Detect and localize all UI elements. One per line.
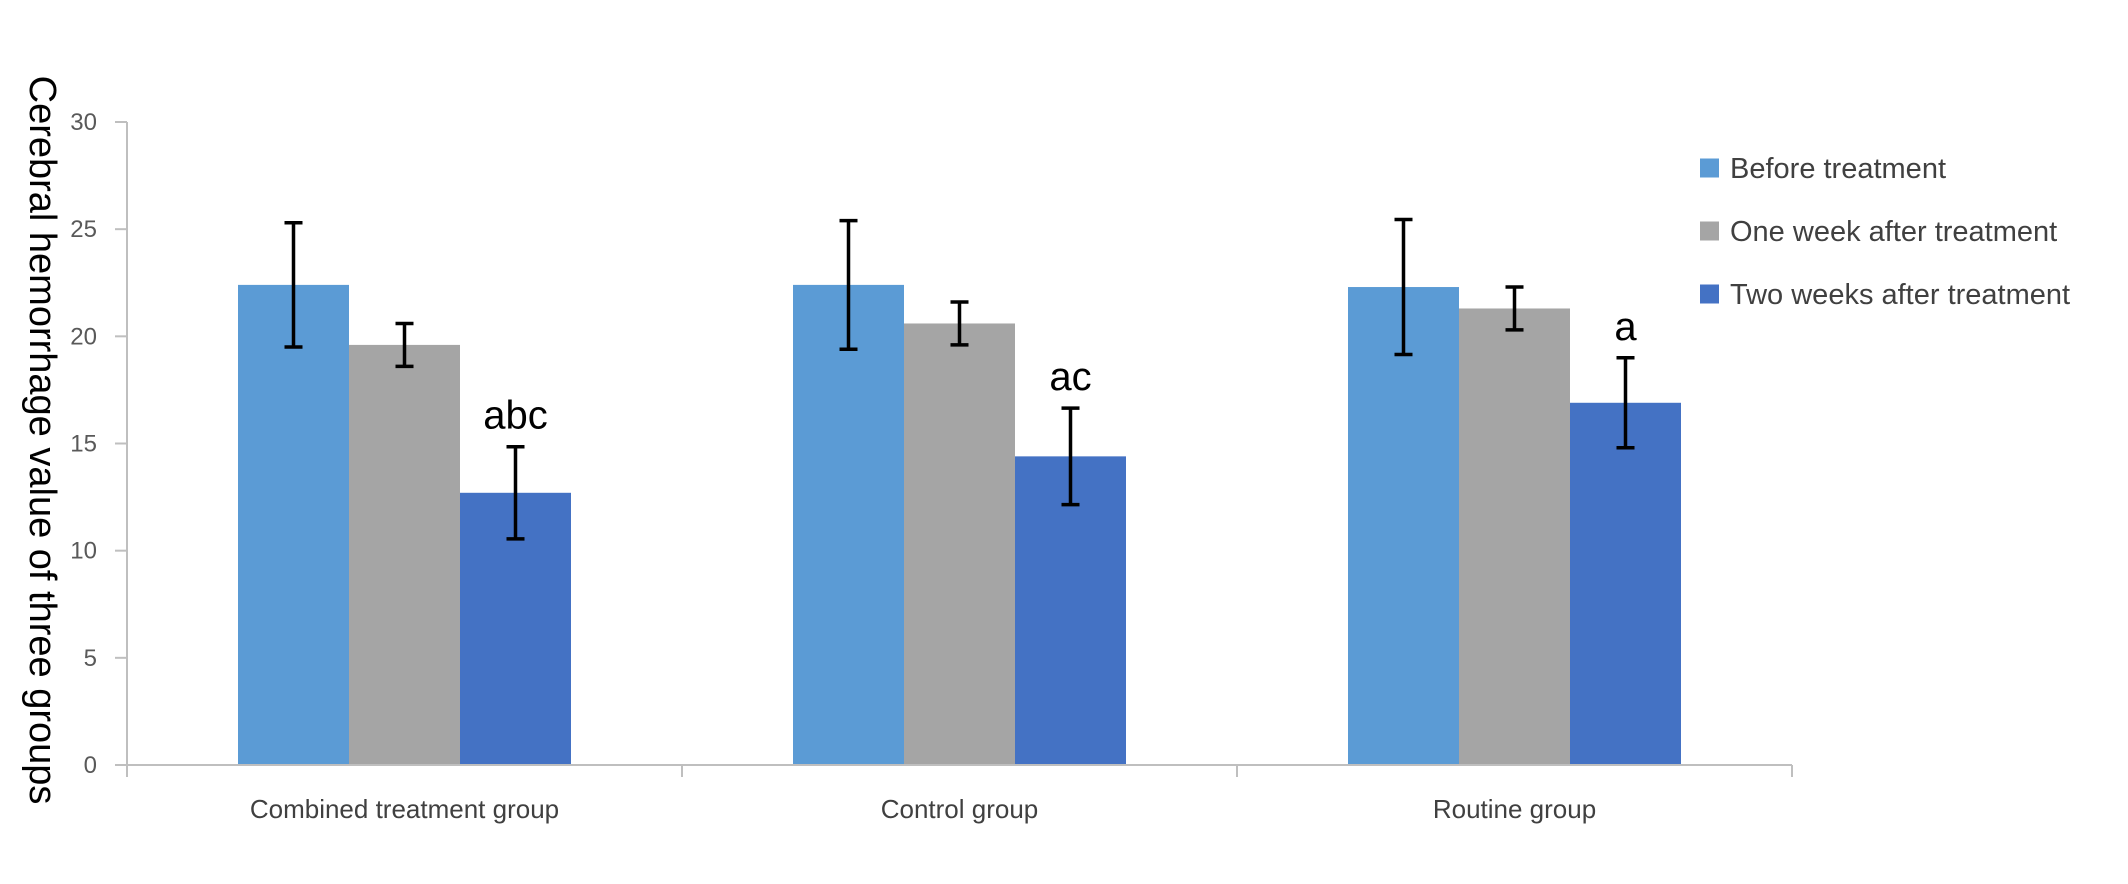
- bar: [793, 284, 904, 765]
- error-bar: [1505, 285, 1524, 332]
- y-tick-label: 5: [84, 645, 97, 672]
- legend-swatch: [1700, 284, 1719, 304]
- error-bar: [1061, 406, 1080, 507]
- bar: [1459, 308, 1570, 765]
- bar: [1570, 402, 1681, 765]
- error-bar: [950, 300, 969, 347]
- annotations-layer: abc ac a: [483, 305, 1637, 438]
- error-bar: [839, 218, 858, 351]
- significance-annotation: abc: [483, 394, 548, 438]
- error-bar: [395, 321, 414, 369]
- x-tick-label: Control group: [881, 794, 1039, 824]
- bar: [349, 344, 460, 765]
- error-bar: [506, 444, 525, 541]
- legend-item: Two weeks after treatment: [1700, 279, 2070, 311]
- bars-layer: [238, 284, 1681, 765]
- bar: [238, 284, 349, 765]
- legend-item: One week after treatment: [1700, 216, 2057, 248]
- axes-layer: Combined treatment group Control group Rou…: [70, 109, 1793, 824]
- error-bar: [1394, 217, 1413, 357]
- error-bar: [1616, 356, 1635, 450]
- y-axis-label: Cerebral hemorrhage value of three group…: [21, 76, 63, 805]
- x-tick-label: Routine group: [1433, 794, 1596, 824]
- y-tick-label: 25: [70, 216, 97, 243]
- bar: [904, 323, 1015, 765]
- legend: Before treatment One week after treatment…: [1700, 153, 2070, 311]
- significance-annotation: ac: [1049, 355, 1091, 399]
- y-tick-label: 20: [70, 323, 97, 350]
- bar: [1015, 456, 1126, 765]
- error-bars-layer: [284, 217, 1635, 541]
- significance-annotation: a: [1614, 305, 1637, 349]
- error-bar: [284, 220, 303, 349]
- y-tick-label: 15: [70, 431, 97, 458]
- legend-swatch: [1700, 158, 1719, 178]
- legend-item: Before treatment: [1700, 153, 1946, 185]
- legend-label: Two weeks after treatment: [1730, 279, 2070, 311]
- legend-label: One week after treatment: [1730, 216, 2057, 248]
- y-tick-label: 10: [70, 538, 97, 565]
- bar: [1348, 287, 1459, 765]
- x-tick-label: Combined treatment group: [250, 794, 559, 824]
- legend-swatch: [1700, 221, 1719, 241]
- y-tick-label: 0: [84, 752, 97, 779]
- y-tick-label: 30: [70, 109, 97, 136]
- legend-label: Before treatment: [1730, 153, 1946, 185]
